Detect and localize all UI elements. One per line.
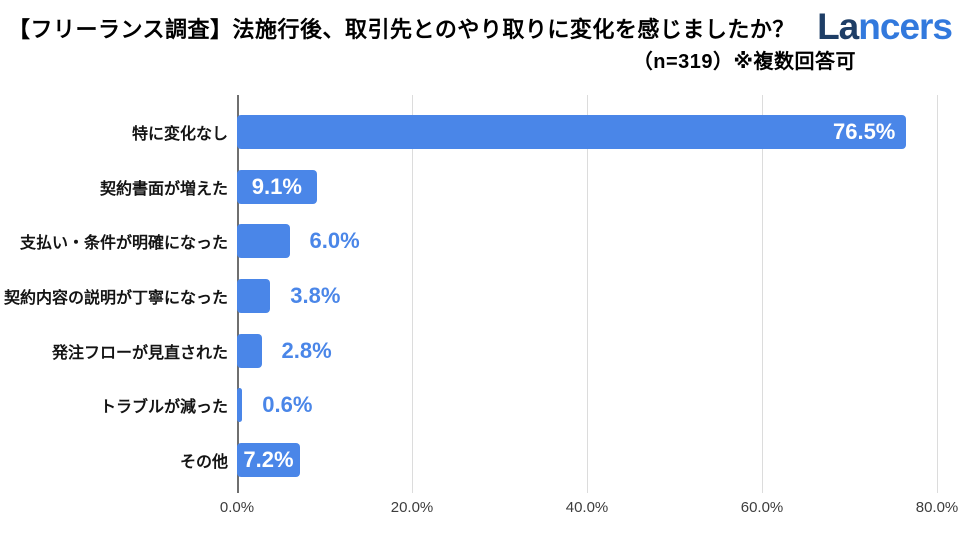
sample-size-note: （n=319）※複数回答可 [632, 51, 856, 73]
bar-track: 76.5% [237, 115, 960, 150]
chart-row: トラブルが減った 0.6% [0, 378, 960, 433]
bar: 7.2% [237, 442, 300, 477]
value-label: 9.1% [251, 173, 302, 199]
bar [237, 279, 271, 314]
category-label: 契約内容の説明が丁寧になった [3, 290, 228, 308]
bar-track: 3.8% [237, 279, 960, 314]
chart-row: 特に変化なし 76.5% [0, 105, 960, 160]
gridline [412, 95, 413, 493]
plot-area: 特に変化なし 76.5% 契約書面が増えた 9.1% 支払い・条件が明確になった 6.0%… [0, 105, 960, 487]
value-label: 6.0% [309, 228, 360, 254]
chart-row: その他 7.2% [0, 432, 960, 487]
gridline [937, 95, 938, 493]
bar-track: 9.1% [237, 169, 960, 204]
bar [237, 224, 290, 259]
category-label: その他 [179, 453, 228, 471]
category-label: 支払い・条件が明確になった [19, 235, 228, 253]
x-axis: 0.0% 20.0% 40.0% 60.0% 80.0% [220, 499, 958, 523]
x-tick-label: 60.0% [740, 499, 784, 516]
chart-row: 契約内容の説明が丁寧になった 3.8% [0, 269, 960, 324]
value-label: 0.6% [262, 392, 313, 418]
bar-track: 0.6% [237, 388, 960, 423]
lancers-logo-dark-part: La [817, 6, 859, 47]
category-label: トラブルが減った [99, 399, 228, 417]
lancers-logo: Lancers [817, 6, 953, 48]
bar [237, 333, 262, 368]
bar: 76.5% [237, 115, 907, 150]
bar-track: 7.2% [237, 442, 960, 477]
value-label: 7.2% [243, 446, 294, 472]
category-label: 特に変化なし [131, 126, 228, 144]
gridline [587, 95, 588, 493]
gridline [762, 95, 763, 493]
x-tick-label: 40.0% [565, 499, 609, 516]
bar-chart: 特に変化なし 76.5% 契約書面が増えた 9.1% 支払い・条件が明確になった 6.0%… [0, 95, 960, 525]
lancers-logo-light-part: ncers [858, 6, 953, 47]
chart-row: 支払い・条件が明確になった 6.0% [0, 214, 960, 269]
page-title: 【フリーランス調査】法施行後、取引先とのやり取りに変化を感じましたか？ [8, 17, 795, 42]
x-tick-label: 20.0% [390, 499, 434, 516]
x-tick-label: 80.0% [915, 499, 959, 516]
category-label: 契約書面が増えた [99, 180, 228, 198]
bar-track: 6.0% [237, 224, 960, 259]
category-label: 発注フローが見直された [51, 344, 228, 362]
chart-row: 発注フローが見直された 2.8% [0, 323, 960, 378]
value-label: 2.8% [281, 337, 332, 363]
value-label: 76.5% [832, 119, 896, 145]
x-tick-label: 0.0% [219, 499, 255, 516]
bar: 9.1% [237, 169, 317, 204]
bar-track: 2.8% [237, 333, 960, 368]
chart-row: 契約書面が増えた 9.1% [0, 160, 960, 215]
value-label: 3.8% [290, 283, 341, 309]
bar [237, 388, 243, 423]
